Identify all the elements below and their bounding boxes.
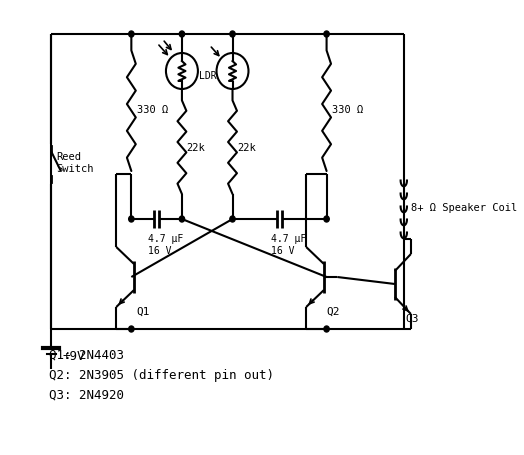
Text: Q1: 2N4403: Q1: 2N4403 (49, 348, 124, 361)
Text: Q2: Q2 (326, 306, 340, 316)
Text: Q3: Q3 (406, 313, 419, 324)
Text: LDR: LDR (199, 71, 216, 81)
Circle shape (129, 326, 134, 332)
Circle shape (324, 217, 329, 222)
Circle shape (324, 32, 329, 38)
Circle shape (324, 326, 329, 332)
Text: 330 Ω: 330 Ω (332, 105, 363, 115)
Text: 22k: 22k (187, 143, 205, 153)
Circle shape (179, 32, 184, 38)
Text: 4.7 μF
16 V: 4.7 μF 16 V (271, 233, 306, 255)
Text: +9V: +9V (62, 350, 84, 363)
Text: 330 Ω: 330 Ω (137, 105, 168, 115)
Text: 8+ Ω Speaker Coil: 8+ Ω Speaker Coil (411, 202, 517, 212)
Text: 4.7 μF
16 V: 4.7 μF 16 V (148, 233, 183, 255)
Circle shape (230, 217, 235, 222)
Circle shape (179, 217, 184, 222)
Text: Q1: Q1 (137, 306, 150, 316)
Circle shape (230, 32, 235, 38)
Circle shape (129, 32, 134, 38)
Text: Q2: 2N3905 (different pin out): Q2: 2N3905 (different pin out) (49, 368, 274, 381)
Text: Q3: 2N4920: Q3: 2N4920 (49, 388, 124, 400)
Circle shape (129, 217, 134, 222)
Text: 22k: 22k (237, 143, 256, 153)
Text: Reed
Switch: Reed Switch (56, 152, 93, 173)
